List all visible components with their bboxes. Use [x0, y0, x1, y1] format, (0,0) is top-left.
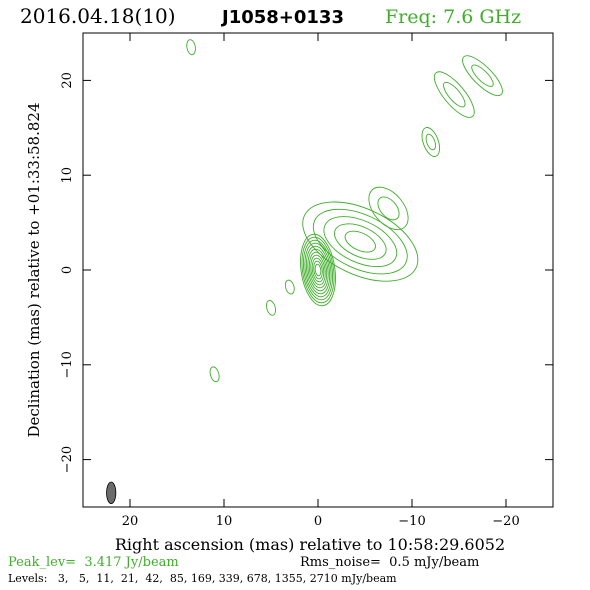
x-tick-label: 20	[122, 514, 139, 529]
contour-line	[301, 236, 335, 304]
y-tick-label: −20	[60, 446, 75, 473]
contour-line	[471, 64, 494, 87]
contour-line	[284, 279, 295, 295]
observation-date: 2016.04.18(10)	[20, 4, 176, 28]
axis-tick-labels: 20 10 0 −10 −20 20 10 0 −10 −20	[60, 72, 520, 529]
x-tick-label: −10	[398, 514, 425, 529]
component-core	[300, 233, 336, 307]
contour-line	[421, 127, 441, 157]
x-tick-label: 0	[314, 514, 322, 529]
component-spot-ne	[186, 39, 196, 56]
beam-layer	[106, 481, 117, 505]
contour-line	[311, 257, 325, 283]
component-inner-jet	[302, 201, 419, 282]
y-tick-label: 20	[60, 72, 75, 89]
y-axis-label: Declination (mas) relative to +01:33:58.…	[25, 102, 43, 437]
component-spot-sw1	[284, 279, 295, 295]
contour-line	[377, 196, 400, 221]
contour-line	[302, 201, 419, 282]
source-name: J1058+0133	[220, 7, 344, 28]
contour-line	[334, 223, 387, 260]
x-axis-label: Right ascension (mas) relative to 10:58:…	[115, 535, 505, 554]
contour-line	[300, 233, 336, 307]
y-tick-label: 0	[60, 266, 75, 274]
contour-line	[310, 254, 326, 286]
x-tick-label: 10	[216, 514, 233, 529]
component-jet-knot	[368, 186, 409, 231]
beam-ellipse	[106, 481, 117, 505]
contour-line	[313, 260, 323, 280]
contour-layer	[186, 39, 503, 383]
contour-line	[433, 71, 475, 118]
x-tick-label: −20	[492, 514, 519, 529]
contour-line	[305, 245, 331, 295]
contour-line	[312, 208, 408, 275]
component-outer-knot-3	[462, 55, 503, 97]
contour-line	[425, 133, 436, 151]
contour-line	[368, 186, 409, 231]
contour-line	[314, 263, 322, 277]
contour-line	[266, 300, 276, 316]
axis-ticks	[83, 33, 553, 507]
rms-noise: Rms_noise= 0.5 mJy/beam	[300, 555, 479, 570]
component-spot-sw3	[209, 366, 220, 383]
contour-line	[302, 239, 334, 301]
contour-line	[323, 216, 398, 268]
plot-frame	[82, 32, 554, 508]
contour-line	[308, 251, 328, 289]
contour-line	[186, 39, 196, 56]
y-tick-label: 10	[60, 167, 75, 184]
contour-line	[344, 230, 376, 253]
contour-line	[209, 366, 220, 383]
component-outer-knot-2	[433, 71, 475, 118]
contour-line	[304, 242, 332, 298]
component-outer-knot-1	[421, 127, 441, 157]
contour-line	[443, 81, 466, 108]
y-tick-label: −10	[60, 351, 75, 378]
contour-line	[462, 55, 503, 97]
contour-levels: Levels: 3, 5, 11, 21, 42, 85, 169, 339, …	[8, 572, 397, 585]
frequency-label: Freq: 7.6 GHz	[385, 6, 521, 28]
component-spot-sw2	[266, 300, 276, 316]
peak-level: Peak_lev= 3.417 Jy/beam	[8, 555, 179, 570]
